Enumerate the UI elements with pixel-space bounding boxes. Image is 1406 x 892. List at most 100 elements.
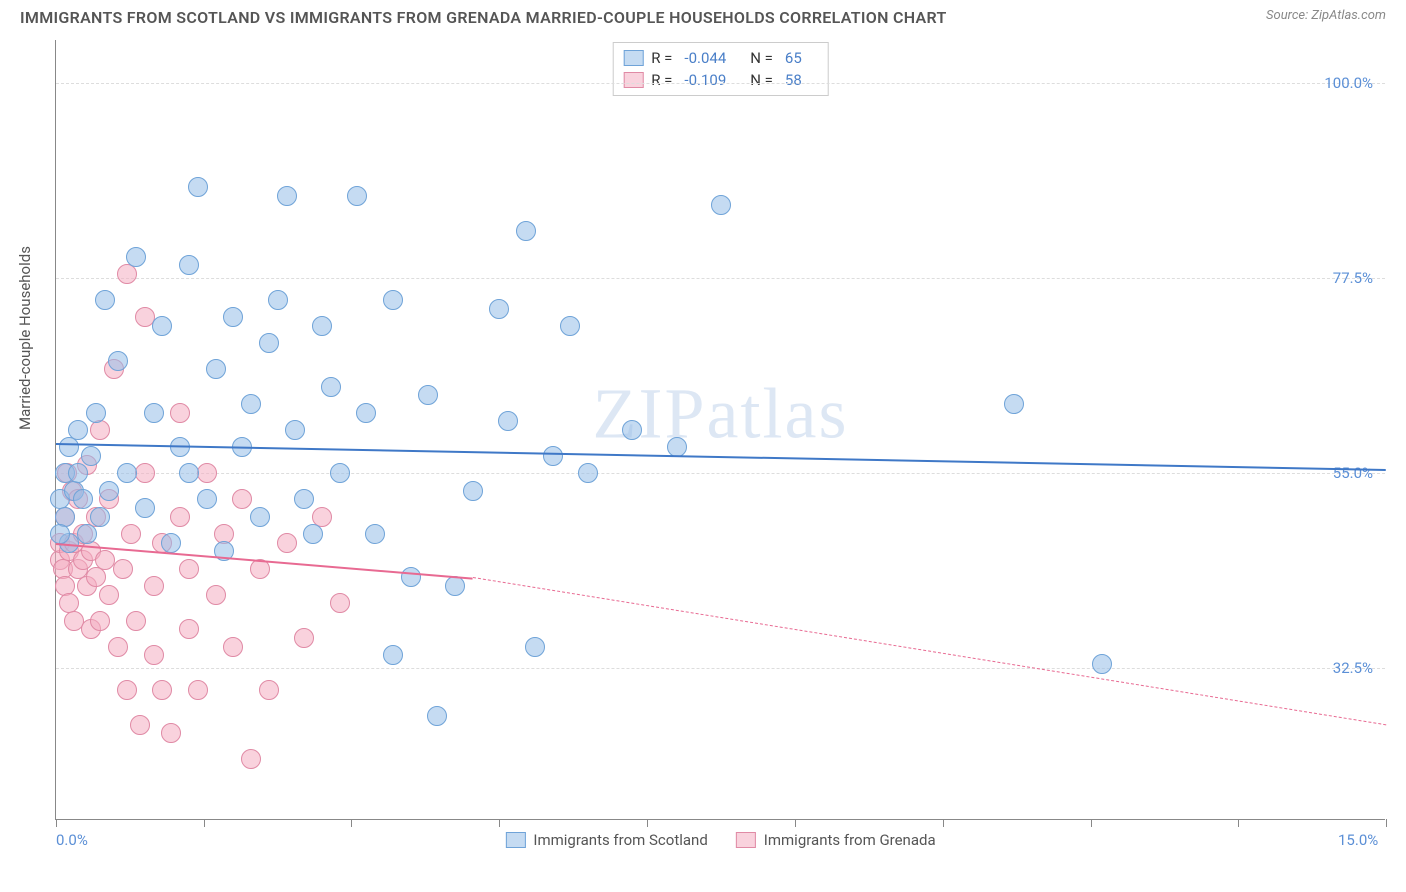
scotland-point: [516, 221, 536, 241]
grenada-point: [170, 507, 190, 527]
scotland-point: [1092, 654, 1112, 674]
scotland-point: [68, 420, 88, 440]
scotland-point: [427, 706, 447, 726]
r-label: R =: [651, 49, 672, 67]
x-tick: [499, 819, 500, 827]
scotland-point: [277, 186, 297, 206]
legend-item-scotland: Immigrants from Scotland: [505, 831, 707, 849]
scotland-point: [99, 481, 119, 501]
grid-line: [56, 668, 1385, 669]
source-attribution: Source: ZipAtlas.com: [1266, 8, 1386, 23]
x-tick: [204, 819, 205, 827]
grenada-point: [126, 611, 146, 631]
scotland-point: [135, 498, 155, 518]
grenada-point: [135, 463, 155, 483]
n-label: N =: [750, 49, 773, 67]
y-tick-label: 55.0%: [1333, 464, 1373, 482]
scotland-point: [383, 645, 403, 665]
scotland-point: [73, 489, 93, 509]
scotland-point: [86, 403, 106, 423]
scotland-point: [259, 333, 279, 353]
scotland-point: [330, 463, 350, 483]
grenada-point: [179, 619, 199, 639]
scotland-point: [206, 359, 226, 379]
scotland-point: [303, 524, 323, 544]
scotland-point: [356, 403, 376, 423]
x-tick: [795, 819, 796, 827]
grenada-point: [179, 559, 199, 579]
grenada-swatch: [623, 72, 643, 88]
scotland-point: [77, 524, 97, 544]
grid-line: [56, 473, 1385, 474]
y-tick-label: 77.5%: [1333, 269, 1373, 287]
scotland-point: [68, 463, 88, 483]
grenada-point: [113, 559, 133, 579]
scotland-point: [161, 533, 181, 553]
scotland-swatch: [505, 832, 525, 848]
scatter-chart: ZIPatlas R = -0.044 N = 65 R = -0.109 N …: [55, 40, 1385, 820]
scotland-swatch: [623, 50, 643, 66]
scotland-point: [223, 307, 243, 327]
grenada-point: [117, 264, 137, 284]
scotland-point: [543, 446, 563, 466]
scotland-point: [401, 567, 421, 587]
legend-label-grenada: Immigrants from Grenada: [764, 831, 936, 849]
grenada-swatch: [736, 832, 756, 848]
correlation-legend: R = -0.044 N = 65 R = -0.109 N = 58: [612, 42, 829, 96]
trend-line: [56, 443, 1386, 471]
grenada-point: [277, 533, 297, 553]
n-value-scotland: 65: [785, 49, 802, 67]
scotland-point: [312, 316, 332, 336]
series-legend: Immigrants from Scotland Immigrants from…: [505, 831, 935, 849]
x-tick: [1238, 819, 1239, 827]
scotland-point: [108, 351, 128, 371]
scotland-point: [197, 489, 217, 509]
scotland-point: [95, 290, 115, 310]
grenada-point: [161, 723, 181, 743]
scotland-point: [1004, 394, 1024, 414]
grenada-point: [232, 489, 252, 509]
grid-line: [56, 278, 1385, 279]
scotland-point: [498, 411, 518, 431]
r-label: R =: [651, 71, 672, 89]
scotland-point: [445, 576, 465, 596]
grenada-point: [294, 628, 314, 648]
legend-row-scotland: R = -0.044 N = 65: [623, 47, 818, 69]
r-value-scotland: -0.044: [684, 49, 726, 67]
n-label: N =: [750, 71, 773, 89]
grenada-point: [90, 611, 110, 631]
grenada-point: [117, 680, 137, 700]
scotland-point: [241, 394, 261, 414]
legend-row-grenada: R = -0.109 N = 58: [623, 69, 818, 91]
y-tick-label: 32.5%: [1333, 659, 1373, 677]
grenada-point: [330, 593, 350, 613]
watermark: ZIPatlas: [593, 372, 849, 455]
scotland-point: [90, 507, 110, 527]
x-tick: [351, 819, 352, 827]
scotland-point: [81, 446, 101, 466]
grenada-point: [188, 680, 208, 700]
x-tick-label: 0.0%: [56, 831, 88, 849]
scotland-point: [711, 195, 731, 215]
grid-line: [56, 83, 1385, 84]
n-value-grenada: 58: [785, 71, 802, 89]
scotland-point: [188, 177, 208, 197]
scotland-point: [383, 290, 403, 310]
scotland-point: [50, 524, 70, 544]
scotland-point: [294, 489, 314, 509]
grenada-point: [259, 680, 279, 700]
grenada-point: [108, 637, 128, 657]
grenada-point: [241, 749, 261, 769]
grenada-point: [130, 715, 150, 735]
scotland-point: [463, 481, 483, 501]
scotland-point: [365, 524, 385, 544]
x-tick: [1091, 819, 1092, 827]
scotland-point: [152, 316, 172, 336]
scotland-point: [578, 463, 598, 483]
scotland-point: [347, 186, 367, 206]
scotland-point: [117, 463, 137, 483]
grenada-point: [152, 680, 172, 700]
x-tick: [56, 819, 57, 827]
grenada-point: [86, 567, 106, 587]
grenada-point: [121, 524, 141, 544]
